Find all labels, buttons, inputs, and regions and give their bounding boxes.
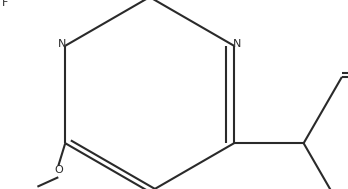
Text: N: N [58, 39, 67, 49]
Text: N: N [232, 39, 241, 49]
Text: F: F [2, 0, 8, 8]
Text: O: O [54, 165, 63, 175]
